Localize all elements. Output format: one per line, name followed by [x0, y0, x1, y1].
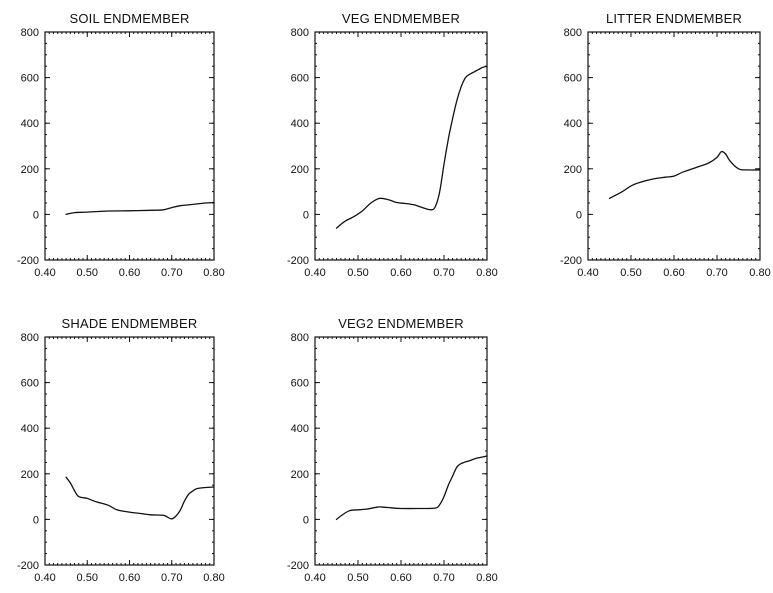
shade-endmember-title: SHADE ENDMEMBER [62, 316, 198, 331]
litter-endmember-ytick-label: -200 [560, 255, 582, 267]
veg2-endmember-ytick-label: 400 [291, 423, 309, 435]
soil-endmember-ytick-label: 0 [33, 209, 39, 221]
veg-endmember-ytick-label: 0 [303, 209, 309, 221]
shade-endmember-xtick-label: 0.40 [34, 572, 55, 584]
soil-endmember-xtick-label: 0.50 [77, 267, 98, 279]
veg2-endmember-ytick-label: 600 [291, 378, 309, 390]
litter-endmember-plot-frame [587, 31, 761, 261]
veg2-endmember-ytick-label: -200 [287, 560, 309, 572]
veg2-endmember-title: VEG2 ENDMEMBER [338, 316, 464, 331]
veg2-endmember-xtick-label: 0.50 [347, 572, 368, 584]
veg2-endmember-xtick-label: 0.40 [304, 572, 325, 584]
soil-endmember-ytick-label: 800 [21, 27, 39, 39]
shade-endmember-xtick-label: 0.50 [77, 572, 98, 584]
litter-endmember-ytick-label: 0 [576, 209, 582, 221]
veg-endmember-title: VEG ENDMEMBER [342, 11, 460, 26]
shade-endmember-ytick-label: 0 [33, 514, 39, 526]
litter-endmember-xtick-label: 0.80 [749, 267, 770, 279]
litter-endmember-ytick-label: 600 [564, 73, 582, 85]
soil-endmember-ytick-label: -200 [17, 255, 39, 267]
soil-endmember-ytick-label: 400 [21, 118, 39, 130]
litter-endmember-xtick-label: 0.60 [663, 267, 684, 279]
veg2-endmember-plot-frame [314, 336, 488, 566]
veg-endmember-xtick-label: 0.50 [347, 267, 368, 279]
veg-endmember-ytick-label: -200 [287, 255, 309, 267]
soil-endmember-xtick-label: 0.40 [34, 267, 55, 279]
litter-endmember-xtick-label: 0.70 [706, 267, 727, 279]
veg2-endmember-xtick-label: 0.80 [476, 572, 497, 584]
soil-endmember-ytick-label: 600 [21, 73, 39, 85]
veg-endmember-ytick-label: 400 [291, 118, 309, 130]
shade-endmember-plot-frame [44, 336, 215, 566]
soil-endmember-xtick-label: 0.60 [119, 267, 140, 279]
litter-endmember-ytick-label: 800 [564, 27, 582, 39]
veg-endmember-ytick-label: 200 [291, 164, 309, 176]
veg-endmember-xtick-label: 0.70 [433, 267, 454, 279]
litter-endmember-xtick-label: 0.40 [577, 267, 598, 279]
veg-endmember-ytick-label: 600 [291, 73, 309, 85]
soil-endmember-title: SOIL ENDMEMBER [69, 11, 189, 26]
veg2-endmember-ytick-label: 200 [291, 469, 309, 481]
veg-endmember-plot-frame [314, 31, 488, 261]
veg2-endmember-xtick-label: 0.60 [390, 572, 411, 584]
shade-endmember-ytick-label: 200 [21, 469, 39, 481]
litter-endmember-title: LITTER ENDMEMBER [606, 11, 742, 26]
litter-endmember-ytick-label: 400 [564, 118, 582, 130]
soil-endmember-plot-frame [44, 31, 215, 261]
veg2-endmember-spectrum-line [335, 455, 488, 521]
soil-endmember-xtick-label: 0.80 [203, 267, 224, 279]
veg-endmember-ytick-label: 800 [291, 27, 309, 39]
shade-endmember-spectrum-line [65, 476, 215, 520]
soil-endmember-spectrum-line [65, 201, 215, 216]
soil-endmember-ytick-label: 200 [21, 164, 39, 176]
litter-endmember-xtick-label: 0.50 [620, 267, 641, 279]
veg-endmember-xtick-label: 0.80 [476, 267, 497, 279]
veg-endmember-spectrum-line [335, 65, 488, 229]
veg2-endmember-xtick-label: 0.70 [433, 572, 454, 584]
shade-endmember-xtick-label: 0.80 [203, 572, 224, 584]
shade-endmember-ytick-label: 800 [21, 332, 39, 344]
veg2-endmember-ytick-label: 0 [303, 514, 309, 526]
veg-endmember-xtick-label: 0.60 [390, 267, 411, 279]
veg-endmember-xtick-label: 0.40 [304, 267, 325, 279]
soil-endmember-xtick-label: 0.70 [161, 267, 182, 279]
shade-endmember-ytick-label: 600 [21, 378, 39, 390]
shade-endmember-xtick-label: 0.60 [119, 572, 140, 584]
shade-endmember-xtick-label: 0.70 [161, 572, 182, 584]
veg2-endmember-ytick-label: 800 [291, 332, 309, 344]
shade-endmember-ytick-label: -200 [17, 560, 39, 572]
litter-endmember-ytick-label: 200 [564, 164, 582, 176]
shade-endmember-ytick-label: 400 [21, 423, 39, 435]
litter-endmember-spectrum-line [608, 150, 761, 200]
